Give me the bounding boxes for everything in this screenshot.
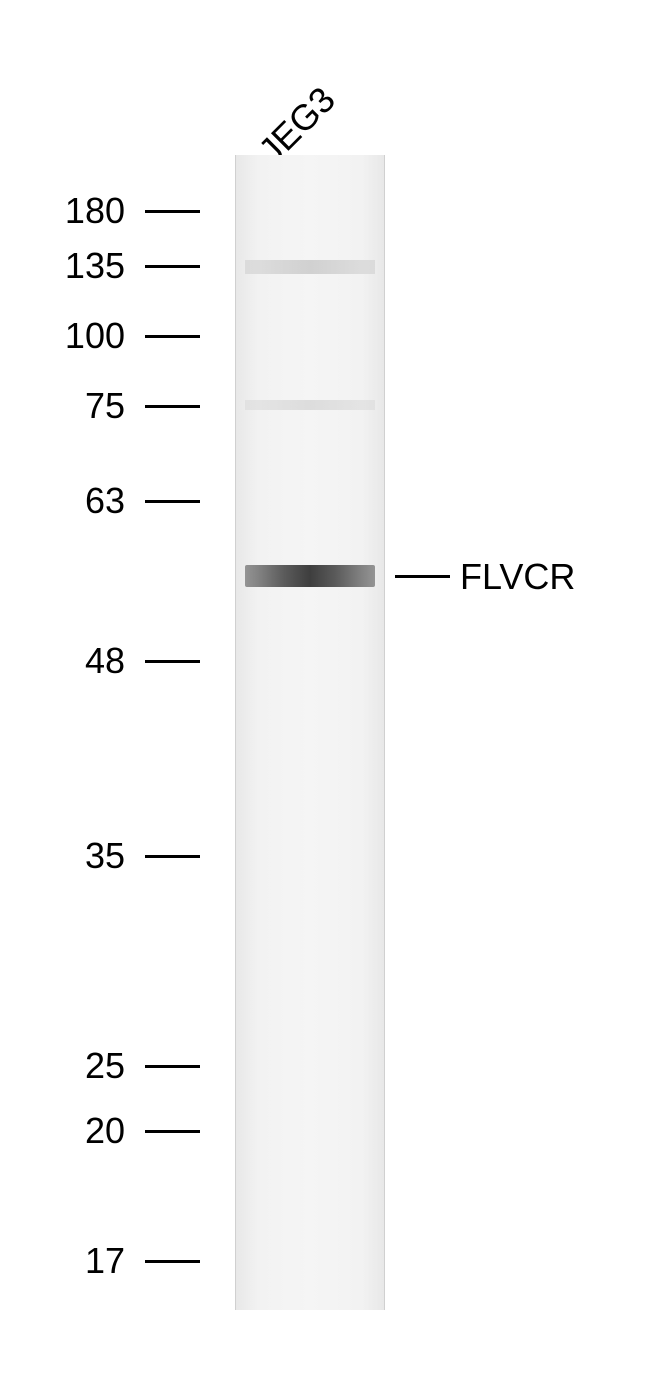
marker-tick-63 [145,500,200,503]
marker-label-75: 75 [45,385,125,427]
marker-tick-75 [145,405,200,408]
western-blot-figure: JEG3 18013510075634835252017 FLVCR [0,0,650,1393]
marker-label-63: 63 [45,480,125,522]
target-label: FLVCR [460,556,575,598]
marker-label-48: 48 [45,640,125,682]
marker-tick-100 [145,335,200,338]
band-main-target [245,565,375,587]
marker-tick-17 [145,1260,200,1263]
marker-label-35: 35 [45,835,125,877]
marker-label-100: 100 [45,315,125,357]
marker-tick-135 [145,265,200,268]
target-tick [395,575,450,578]
marker-label-25: 25 [45,1045,125,1087]
marker-tick-35 [145,855,200,858]
marker-tick-48 [145,660,200,663]
marker-label-20: 20 [45,1110,125,1152]
marker-label-135: 135 [45,245,125,287]
band-faint-mid [245,400,375,410]
marker-label-17: 17 [45,1240,125,1282]
marker-tick-20 [145,1130,200,1133]
marker-label-180: 180 [45,190,125,232]
band-faint-upper [245,260,375,274]
marker-tick-180 [145,210,200,213]
blot-lane [235,155,385,1310]
marker-tick-25 [145,1065,200,1068]
